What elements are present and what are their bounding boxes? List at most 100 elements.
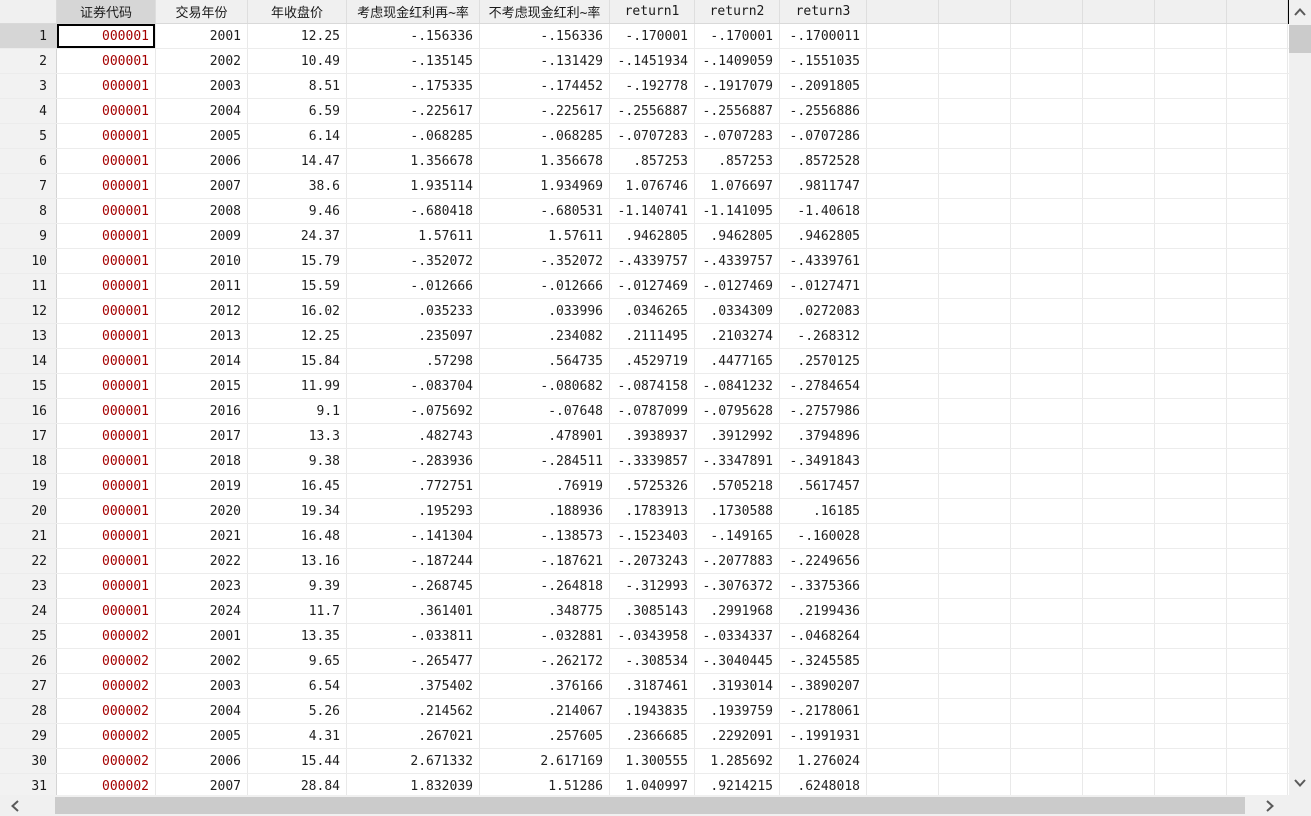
empty-cell[interactable] — [1155, 424, 1227, 448]
empty-column-header[interactable] — [867, 0, 939, 23]
cell[interactable]: .5705218 — [695, 474, 780, 498]
cell[interactable]: 9.39 — [248, 574, 347, 598]
cell[interactable]: .1730588 — [695, 499, 780, 523]
empty-column-header[interactable] — [939, 0, 1011, 23]
empty-cell[interactable] — [1083, 699, 1155, 723]
cell[interactable]: -.312993 — [610, 574, 695, 598]
empty-cell[interactable] — [1155, 499, 1227, 523]
empty-cell[interactable] — [1083, 299, 1155, 323]
scroll-right-button[interactable] — [1255, 795, 1285, 816]
empty-cell[interactable] — [939, 349, 1011, 373]
cell[interactable]: 1.356678 — [347, 149, 480, 173]
empty-cell[interactable] — [939, 74, 1011, 98]
empty-cell[interactable] — [939, 99, 1011, 123]
empty-cell[interactable] — [1155, 524, 1227, 548]
cell[interactable]: 1.57611 — [347, 224, 480, 248]
empty-cell[interactable] — [867, 99, 939, 123]
cell[interactable]: -.2178061 — [780, 699, 867, 723]
cell[interactable]: .035233 — [347, 299, 480, 323]
empty-cell[interactable] — [1155, 374, 1227, 398]
column-header[interactable]: return1 — [610, 0, 695, 23]
cell[interactable]: -.068285 — [347, 124, 480, 148]
empty-cell[interactable] — [1155, 299, 1227, 323]
cell[interactable]: -.4339757 — [695, 249, 780, 273]
empty-cell[interactable] — [1155, 449, 1227, 473]
empty-cell[interactable] — [1011, 299, 1083, 323]
empty-cell[interactable] — [867, 574, 939, 598]
cell[interactable]: 2005 — [156, 124, 248, 148]
empty-cell[interactable] — [939, 749, 1011, 773]
cell[interactable]: -.156336 — [480, 24, 610, 48]
cell[interactable]: 2019 — [156, 474, 248, 498]
empty-cell[interactable] — [939, 624, 1011, 648]
row-number[interactable]: 22 — [0, 549, 57, 573]
cell[interactable]: -.1409059 — [695, 49, 780, 73]
cell[interactable]: 1.040997 — [610, 774, 695, 795]
cell[interactable]: 2022 — [156, 549, 248, 573]
empty-cell[interactable] — [1083, 774, 1155, 795]
cell[interactable]: .2111495 — [610, 324, 695, 348]
empty-cell[interactable] — [1083, 199, 1155, 223]
empty-cell[interactable] — [867, 624, 939, 648]
empty-cell[interactable] — [939, 424, 1011, 448]
cell[interactable]: 10.49 — [248, 49, 347, 73]
cell[interactable]: -.0841232 — [695, 374, 780, 398]
cell[interactable]: .9462805 — [780, 224, 867, 248]
cell[interactable]: 28.84 — [248, 774, 347, 795]
empty-cell[interactable] — [1155, 274, 1227, 298]
empty-cell[interactable] — [1155, 749, 1227, 773]
row-number[interactable]: 4 — [0, 99, 57, 123]
cell[interactable]: 000002 — [57, 724, 156, 748]
cell[interactable]: .3912992 — [695, 424, 780, 448]
empty-cell[interactable] — [1083, 474, 1155, 498]
empty-cell[interactable] — [867, 324, 939, 348]
empty-cell[interactable] — [867, 724, 939, 748]
empty-cell[interactable] — [867, 674, 939, 698]
row-number[interactable]: 25 — [0, 624, 57, 648]
column-header[interactable]: return3 — [780, 0, 867, 23]
cell[interactable]: -.160028 — [780, 524, 867, 548]
row-number[interactable]: 30 — [0, 749, 57, 773]
cell[interactable]: .4529719 — [610, 349, 695, 373]
cell[interactable]: 1.285692 — [695, 749, 780, 773]
empty-cell[interactable] — [1011, 524, 1083, 548]
cell[interactable]: -.075692 — [347, 399, 480, 423]
empty-cell[interactable] — [867, 199, 939, 223]
cell[interactable]: .214562 — [347, 699, 480, 723]
cell[interactable]: .9462805 — [610, 224, 695, 248]
row-number[interactable]: 3 — [0, 74, 57, 98]
cell[interactable]: 2004 — [156, 699, 248, 723]
cell[interactable]: -.131429 — [480, 49, 610, 73]
empty-cell[interactable] — [1083, 74, 1155, 98]
empty-cell[interactable] — [1227, 599, 1288, 623]
cell[interactable]: -.268312 — [780, 324, 867, 348]
cell[interactable]: -.0707286 — [780, 124, 867, 148]
cell[interactable]: 2003 — [156, 74, 248, 98]
cell[interactable]: 24.37 — [248, 224, 347, 248]
cell[interactable]: 1.51286 — [480, 774, 610, 795]
cell[interactable]: 2010 — [156, 249, 248, 273]
empty-cell[interactable] — [1227, 649, 1288, 673]
cell[interactable]: 000001 — [57, 249, 156, 273]
cell[interactable]: 2005 — [156, 724, 248, 748]
cell[interactable]: -.680531 — [480, 199, 610, 223]
empty-cell[interactable] — [1083, 249, 1155, 273]
empty-cell[interactable] — [867, 74, 939, 98]
empty-cell[interactable] — [1011, 424, 1083, 448]
cell[interactable]: -.2556886 — [780, 99, 867, 123]
cell[interactable]: 2012 — [156, 299, 248, 323]
empty-cell[interactable] — [1227, 149, 1288, 173]
cell[interactable]: 15.84 — [248, 349, 347, 373]
row-number[interactable]: 27 — [0, 674, 57, 698]
column-header[interactable]: 年收盘价 — [248, 0, 347, 23]
cell[interactable]: .267021 — [347, 724, 480, 748]
empty-cell[interactable] — [1227, 499, 1288, 523]
cell[interactable]: -.07648 — [480, 399, 610, 423]
cell[interactable]: 11.99 — [248, 374, 347, 398]
empty-cell[interactable] — [1011, 249, 1083, 273]
cell[interactable]: 4.31 — [248, 724, 347, 748]
empty-cell[interactable] — [1227, 674, 1288, 698]
empty-cell[interactable] — [1155, 724, 1227, 748]
cell[interactable]: -.284511 — [480, 449, 610, 473]
empty-cell[interactable] — [1227, 124, 1288, 148]
